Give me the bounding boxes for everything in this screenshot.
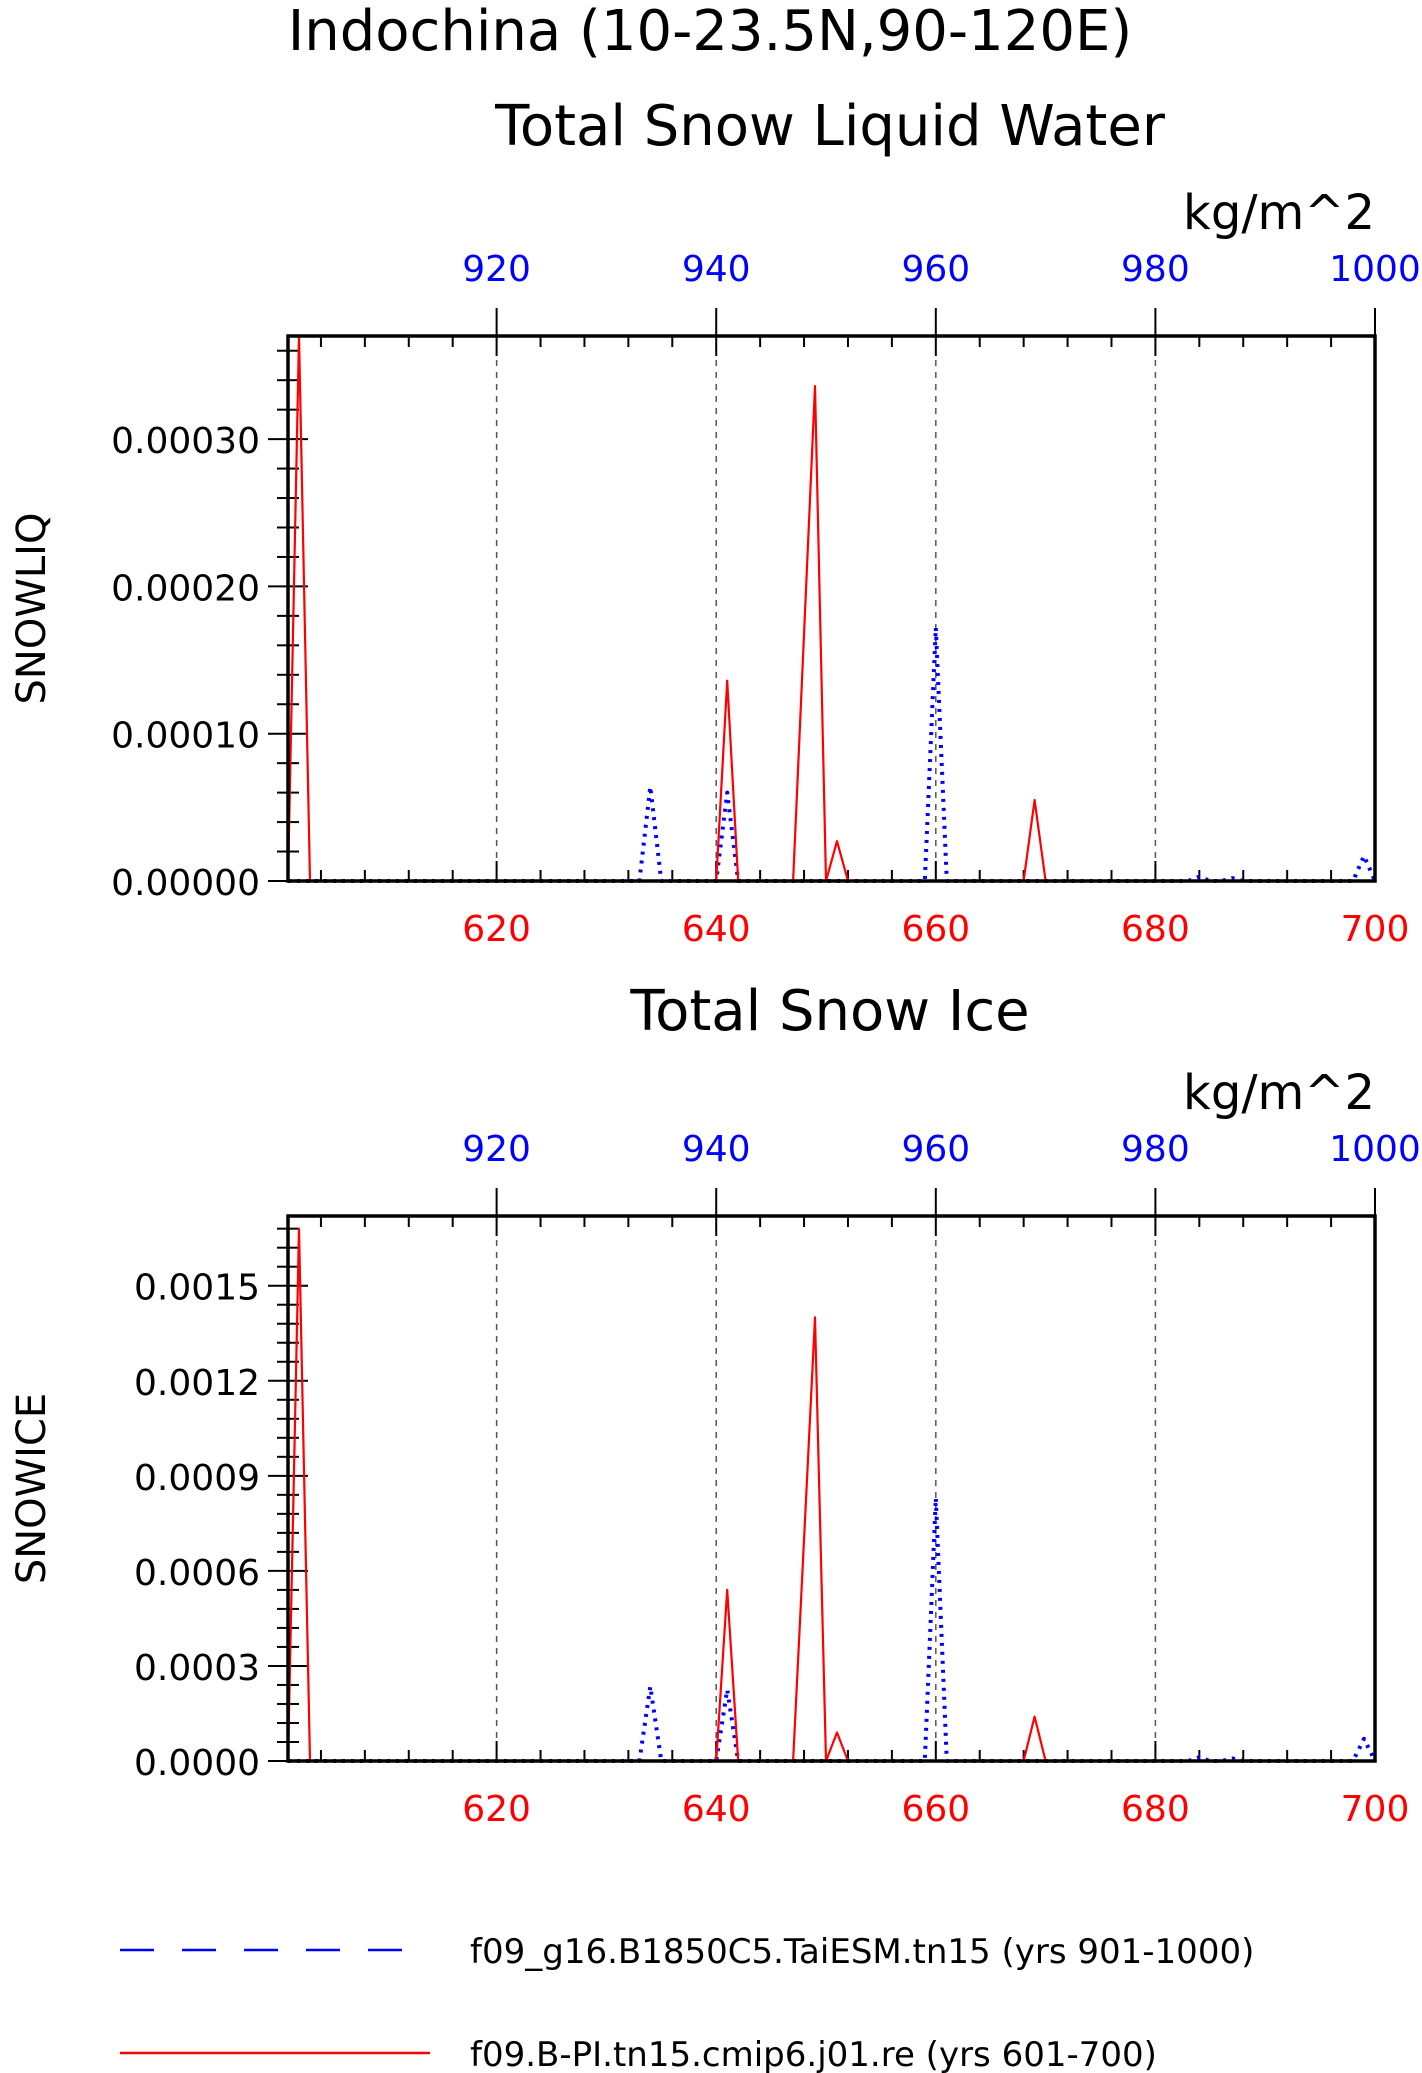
x-top-tick-label: 960 (901, 1129, 970, 1170)
x-bottom-tick-label: 680 (1121, 1789, 1190, 1830)
plot-frame (286, 1214, 1377, 1763)
y-tick-label: 0.0015 (134, 1268, 260, 1309)
y-tick-label: 0.0000 (134, 1743, 260, 1784)
x-bottom-tick-label: 660 (901, 909, 970, 950)
chart-1-title: Total Snow Liquid Water (494, 94, 1166, 159)
y-tick-label: 0.0012 (134, 1363, 260, 1404)
series-line-taiesm (288, 625, 1377, 883)
figure-title: Indochina (10-23.5N,90-120E) (288, 0, 1133, 64)
units-label: kg/m^2 (1183, 185, 1375, 241)
x-top-tick-label: 920 (462, 249, 531, 290)
x-top-tick-label: 960 (901, 249, 970, 290)
series-line-cmip6 (286, 1227, 1375, 1763)
x-bottom-tick-label: 620 (462, 1789, 531, 1830)
chart-2-title: Total Snow Ice (629, 979, 1029, 1044)
x-top-tick-label: 1000 (1329, 249, 1421, 290)
y-tick-label: 0.00000 (111, 863, 260, 904)
y-tick-label: 0.0009 (134, 1458, 260, 1499)
y-tick-label: 0.0006 (134, 1553, 260, 1594)
x-bottom-tick-label: 700 (1341, 909, 1410, 950)
x-bottom-tick-label: 680 (1121, 909, 1190, 950)
y-tick-label: 0.0003 (134, 1648, 260, 1689)
series-line-cmip6 (286, 334, 1375, 883)
x-top-tick-label: 940 (682, 249, 751, 290)
legend: f09_g16.B1850C5.TaiESM.tn15 (yrs 901-100… (120, 1932, 1254, 2073)
x-bottom-tick-label: 700 (1341, 1789, 1410, 1830)
plot-frame (286, 334, 1377, 883)
y-axis-label: SNOWICE (9, 1393, 55, 1584)
x-bottom-tick-label: 640 (682, 909, 751, 950)
y-axis-label: SNOWLIQ (9, 513, 55, 705)
y-tick-label: 0.00010 (111, 716, 260, 757)
x-top-tick-label: 980 (1121, 1129, 1190, 1170)
x-top-tick-label: 920 (462, 1129, 531, 1170)
chart-panel-snowice: 0.0000 0.0003 0.0006 0.0009 0.0012 0.0015 620 6… (9, 1065, 1421, 1830)
x-top-tick-label: 1000 (1329, 1129, 1421, 1170)
x-top-tick-label: 980 (1121, 249, 1190, 290)
y-tick-label: 0.00030 (111, 421, 260, 462)
x-bottom-tick-label: 640 (682, 1789, 751, 1830)
x-bottom-tick-label: 620 (462, 909, 531, 950)
units-label: kg/m^2 (1183, 1065, 1375, 1121)
series-line-taiesm (288, 1496, 1377, 1763)
x-top-tick-label: 940 (682, 1129, 751, 1170)
chart-panel-snowliq: 0.00000 0.00010 0.00020 0.00030 620 640 660 680… (9, 185, 1421, 950)
legend-label: f09_g16.B1850C5.TaiESM.tn15 (yrs 901-100… (470, 1932, 1254, 1972)
legend-label: f09.B-PI.tn15.cmip6.j01.re (yrs 601-700) (470, 2035, 1157, 2073)
x-bottom-tick-label: 660 (901, 1789, 970, 1830)
y-tick-label: 0.00020 (111, 568, 260, 609)
